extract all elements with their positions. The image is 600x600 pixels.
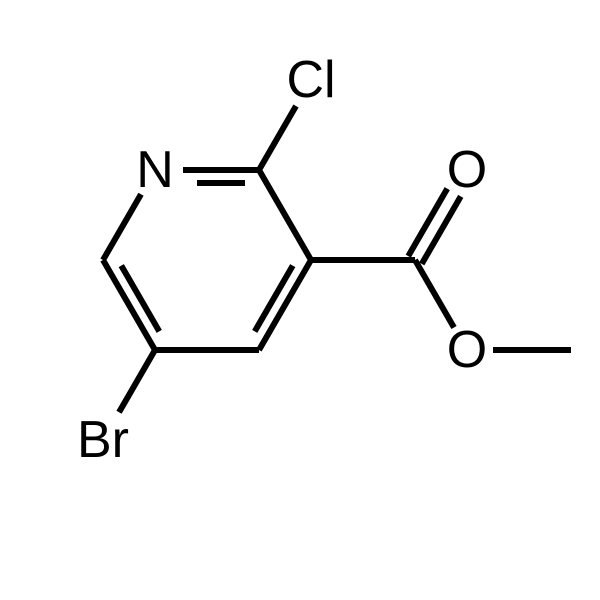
atom-label-o2: O (447, 321, 487, 379)
molecule-canvas: N Cl Br O O (0, 0, 600, 600)
bond-line (415, 260, 454, 327)
bond-line (422, 196, 461, 263)
atom-label-br: Br (77, 411, 129, 469)
atom-label-n1: N (136, 141, 174, 199)
atom-label-o1: O (447, 141, 487, 199)
bond-line (408, 189, 447, 256)
bond-line (259, 106, 296, 170)
bond-line (259, 170, 311, 260)
atom-label-cl: Cl (286, 51, 335, 109)
bond-line (103, 194, 141, 260)
bond-line (119, 350, 155, 412)
